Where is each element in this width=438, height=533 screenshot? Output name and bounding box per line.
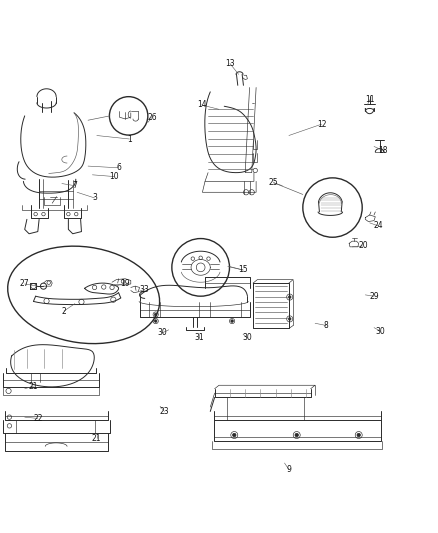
Text: 20: 20 — [358, 241, 368, 251]
Text: 9: 9 — [286, 465, 291, 474]
Text: 7: 7 — [72, 181, 78, 190]
Text: 18: 18 — [378, 146, 388, 155]
Text: 1: 1 — [127, 134, 132, 143]
Text: 31: 31 — [194, 333, 204, 342]
Text: 6: 6 — [116, 163, 121, 172]
Circle shape — [154, 313, 157, 316]
Circle shape — [288, 296, 291, 298]
Text: 30: 30 — [243, 333, 252, 342]
Text: 15: 15 — [238, 265, 248, 274]
Text: 3: 3 — [92, 193, 97, 203]
Text: 2: 2 — [62, 306, 67, 316]
Text: 24: 24 — [374, 221, 383, 230]
Text: 30: 30 — [157, 328, 167, 337]
Text: 23: 23 — [159, 407, 169, 416]
Text: 33: 33 — [140, 285, 150, 294]
Text: 11: 11 — [365, 95, 374, 104]
Circle shape — [231, 320, 233, 322]
Circle shape — [288, 318, 291, 320]
Text: 22: 22 — [33, 414, 42, 423]
Text: 26: 26 — [147, 112, 157, 122]
Circle shape — [154, 320, 157, 322]
Circle shape — [295, 433, 298, 437]
Circle shape — [233, 433, 236, 437]
Text: 12: 12 — [317, 120, 326, 128]
Text: 21: 21 — [29, 382, 38, 391]
Circle shape — [357, 433, 360, 437]
Text: 13: 13 — [225, 59, 235, 68]
Text: 10: 10 — [110, 172, 119, 181]
Text: 8: 8 — [324, 321, 328, 330]
Text: 29: 29 — [369, 292, 379, 301]
Text: 27: 27 — [20, 279, 29, 288]
Text: 21: 21 — [92, 433, 102, 442]
Text: 25: 25 — [269, 178, 279, 187]
Text: 19: 19 — [120, 279, 130, 288]
Text: 14: 14 — [197, 100, 206, 109]
Text: 30: 30 — [376, 327, 385, 336]
